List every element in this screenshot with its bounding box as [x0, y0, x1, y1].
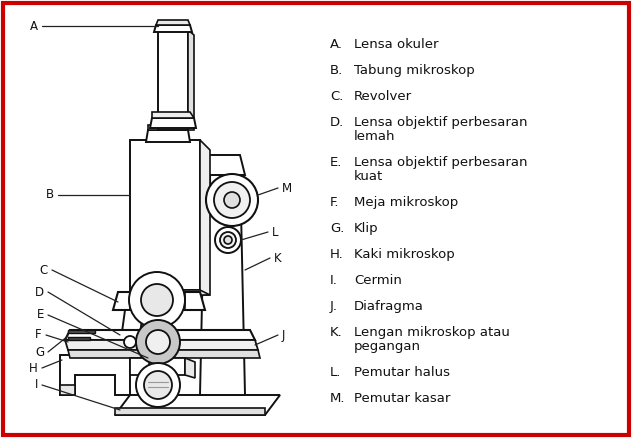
Polygon shape [68, 350, 260, 358]
Text: E: E [37, 308, 44, 321]
Text: Lensa okuler: Lensa okuler [354, 38, 439, 51]
Text: Meja mikroskop: Meja mikroskop [354, 196, 458, 209]
Polygon shape [148, 350, 163, 365]
Polygon shape [155, 155, 245, 175]
Text: M.: M. [330, 392, 346, 405]
Polygon shape [65, 330, 255, 340]
Text: L.: L. [330, 366, 341, 379]
Polygon shape [68, 337, 90, 340]
Text: D: D [35, 286, 44, 299]
Polygon shape [156, 20, 190, 25]
Text: Pemutar halus: Pemutar halus [354, 366, 450, 379]
Text: K.: K. [330, 326, 343, 339]
Text: Pemutar kasar: Pemutar kasar [354, 392, 451, 405]
Text: C: C [40, 264, 48, 276]
Text: Revolver: Revolver [354, 90, 412, 103]
Circle shape [206, 174, 258, 226]
Polygon shape [122, 310, 143, 335]
Circle shape [224, 236, 232, 244]
Text: A.: A. [330, 38, 343, 51]
Text: K: K [274, 251, 282, 265]
Polygon shape [115, 408, 265, 415]
Polygon shape [200, 165, 210, 200]
Text: F.: F. [330, 196, 339, 209]
Polygon shape [146, 130, 190, 142]
Circle shape [149, 359, 161, 371]
Polygon shape [115, 395, 280, 415]
Text: G: G [35, 346, 44, 358]
Polygon shape [130, 292, 185, 308]
Text: H.: H. [330, 248, 344, 261]
Polygon shape [185, 358, 195, 378]
Text: M: M [282, 181, 292, 194]
Polygon shape [154, 25, 192, 32]
Text: C.: C. [330, 90, 343, 103]
Circle shape [141, 284, 173, 316]
Text: E.: E. [330, 156, 343, 169]
Text: Diafragma: Diafragma [354, 300, 424, 313]
Text: pegangan: pegangan [354, 340, 421, 353]
Text: kuat: kuat [354, 170, 383, 183]
Text: D.: D. [330, 116, 344, 129]
Text: A: A [30, 20, 38, 32]
Polygon shape [130, 290, 210, 295]
Circle shape [144, 371, 172, 399]
Circle shape [129, 272, 185, 328]
Polygon shape [152, 112, 194, 118]
Text: Lensa objektif perbesaran: Lensa objektif perbesaran [354, 156, 528, 169]
Circle shape [146, 330, 170, 354]
Circle shape [124, 336, 136, 348]
Text: Tabung mikroskop: Tabung mikroskop [354, 64, 475, 77]
Circle shape [136, 363, 180, 407]
Text: J: J [282, 328, 286, 342]
Polygon shape [65, 340, 258, 350]
Polygon shape [130, 358, 185, 375]
Text: I.: I. [330, 274, 338, 287]
Bar [158, 30, 188, 130]
Circle shape [224, 192, 240, 208]
Polygon shape [60, 355, 130, 395]
Text: H: H [29, 361, 38, 374]
Text: Lensa objektif perbesaran: Lensa objektif perbesaran [354, 116, 528, 129]
Polygon shape [150, 118, 196, 128]
Text: Cermin: Cermin [354, 274, 402, 287]
Polygon shape [130, 140, 200, 290]
Polygon shape [200, 140, 210, 295]
Circle shape [220, 232, 236, 248]
Polygon shape [120, 330, 140, 342]
Text: Kaki mikroskop: Kaki mikroskop [354, 248, 455, 261]
Polygon shape [60, 385, 75, 395]
Text: Klip: Klip [354, 222, 379, 235]
Polygon shape [200, 165, 245, 395]
Text: F: F [35, 328, 42, 342]
Circle shape [215, 227, 241, 253]
Text: lemah: lemah [354, 130, 396, 143]
Text: G.: G. [330, 222, 344, 235]
Text: B: B [46, 188, 54, 201]
Text: J.: J. [330, 300, 338, 313]
Polygon shape [188, 30, 194, 130]
Polygon shape [113, 292, 205, 310]
Polygon shape [150, 310, 168, 355]
Text: B.: B. [330, 64, 343, 77]
Polygon shape [148, 125, 188, 130]
Circle shape [136, 320, 180, 364]
Text: I: I [35, 378, 38, 392]
Circle shape [214, 182, 250, 218]
Text: L: L [272, 226, 279, 239]
Text: Lengan mikroskop atau: Lengan mikroskop atau [354, 326, 510, 339]
Polygon shape [68, 330, 95, 333]
